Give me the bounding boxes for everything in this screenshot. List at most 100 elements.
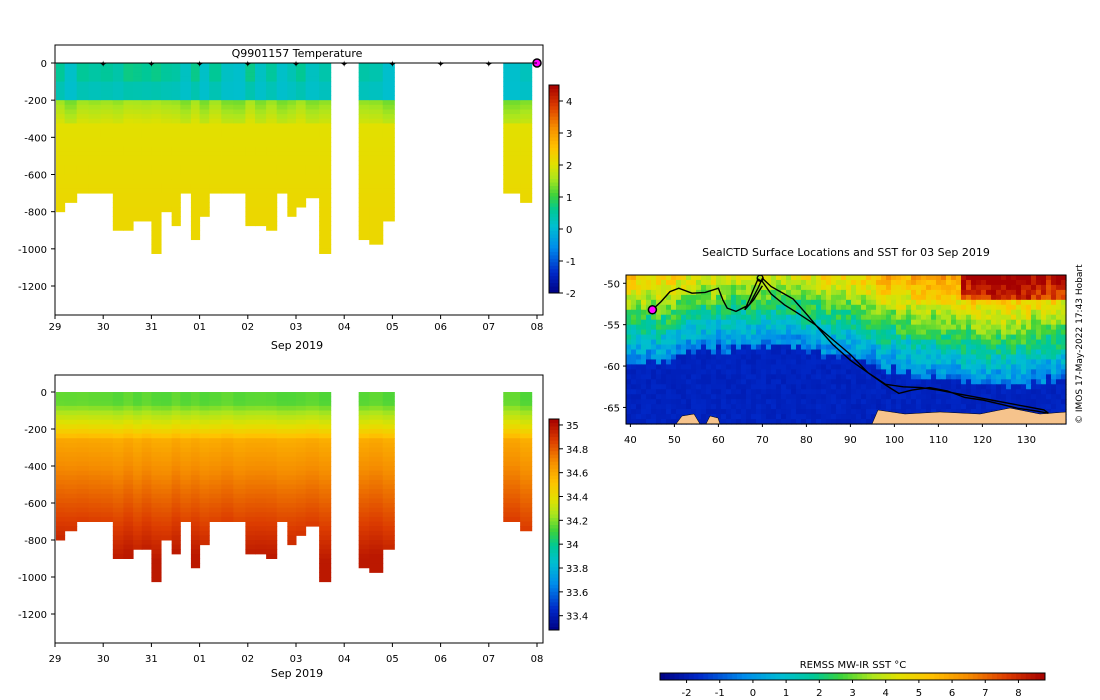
sst-cell [1031,384,1037,390]
depth-cell [305,146,320,152]
depth-cell [141,216,152,222]
sst-cell [1051,359,1057,365]
sst-cell [951,354,957,361]
depth-cell [255,392,267,398]
depth-cell [133,193,143,199]
sst-cell [1051,399,1057,405]
depth-cell [520,137,533,143]
sst-cell [1046,294,1052,301]
sst-cell [996,379,1002,385]
sst-cell [1036,399,1042,405]
depth-cell [55,137,66,143]
sst-cell [1046,284,1052,291]
colorbar-segment [549,112,559,117]
depth-cell [503,452,521,458]
depth-cell [151,90,162,97]
sst-cell [961,364,967,370]
sst-cell [761,369,767,375]
depth-cell [64,165,78,171]
colorbar-segment [549,199,559,204]
sst-cell [751,299,757,306]
depth-cell [287,188,297,194]
depth-cell [100,81,114,87]
sst-cell [836,374,842,380]
depth-cell [141,438,152,444]
sst-cell [1016,354,1022,361]
depth-cell [255,165,267,171]
sst-cell [1016,334,1022,341]
sst-cell [1001,344,1007,351]
sst-cell [936,319,942,326]
depth-cell [382,174,395,180]
profile-marker: ✦ [244,60,252,70]
sst-cell [916,339,922,346]
depth-cell [55,179,66,185]
sst-cell [1056,404,1062,410]
depth-cell [209,67,222,73]
sst-cell [841,275,847,281]
depth-cell [503,86,521,92]
sst-cell [1031,339,1037,346]
sst-cell [626,369,632,375]
sst-cell [656,409,662,415]
sst-cell [776,339,782,346]
depth-cell [358,530,370,536]
depth-cell [503,516,521,522]
sst-cell [916,284,922,291]
depth-cell [141,128,152,134]
depth-cell [503,151,521,157]
sst-cell [636,384,642,390]
depth-cell [287,507,297,513]
depth-cell [276,396,288,402]
x-tick-label: 04 [338,654,351,665]
sst-cell [1031,364,1037,370]
depth-cell [199,207,210,213]
depth-cell [199,392,210,398]
sst-cell [716,279,722,286]
sst-cell [821,334,827,341]
depth-cell [199,419,210,425]
depth-cell [133,109,143,115]
sst-cell [791,374,797,380]
depth-cell [233,95,246,101]
sst-cell [861,339,867,346]
sst-cell [696,414,702,420]
sst-cell [951,294,957,301]
sst-cell [796,399,802,405]
depth-cell [221,419,234,425]
depth-cell [369,63,384,69]
depth-cell [245,202,256,208]
sst-cell [841,374,847,380]
sst-cell [1016,369,1022,375]
depth-cell [123,456,134,462]
sst-cell [786,329,792,336]
depth-cell [190,76,201,83]
depth-cell [255,104,267,110]
depth-cell [296,128,307,134]
depth-cell [55,456,66,462]
sst-cell [796,304,802,311]
sst-cell [1026,275,1032,281]
depth-cell [209,424,222,430]
sst-cell [686,389,692,395]
sst-cell [726,334,732,341]
sst-cell [656,279,662,286]
depth-cell [266,530,278,536]
sst-cell [631,324,637,331]
depth-cell [319,239,332,245]
depth-cell [358,141,370,148]
temperature-title: Q9901157 Temperature [232,47,363,60]
depth-cell [88,165,102,171]
sst-cell [646,329,652,336]
sst-cell [911,409,917,415]
sst-cell [886,399,892,405]
depth-cell [255,197,267,203]
sst-cell [656,364,662,370]
depth-cell [141,183,152,189]
depth-cell [276,146,288,152]
sst-cell [821,314,827,321]
depth-cell [64,86,78,92]
depth-cell [255,442,267,448]
sst-cell [996,314,1002,321]
depth-cell [209,507,222,513]
